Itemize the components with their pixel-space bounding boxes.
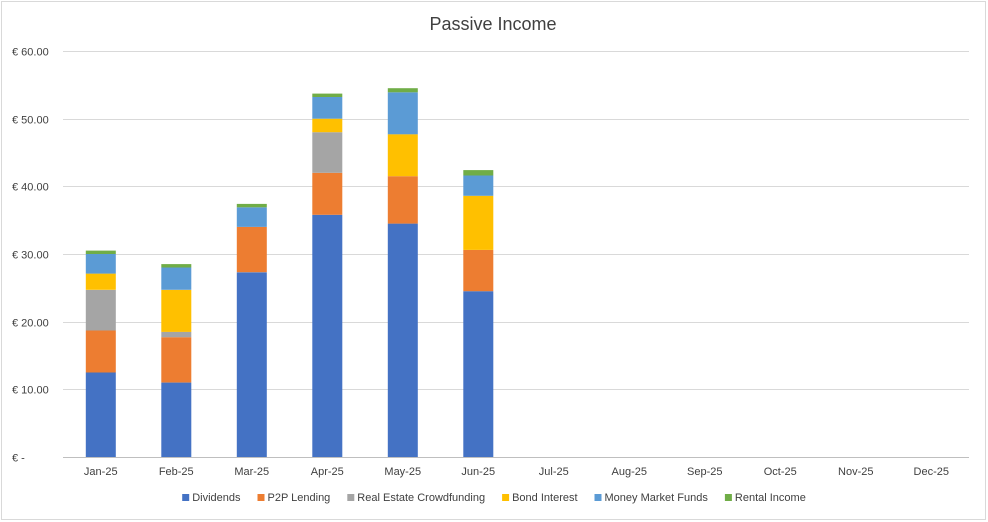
- legend: Dividends P2P Lending Real Estate Crowdfun…: [182, 492, 806, 504]
- bar-segment: [312, 172, 343, 215]
- bar-segment: [312, 93, 343, 97]
- legend-item: Rental Income: [724, 492, 806, 504]
- bar-segment: [161, 289, 192, 332]
- bar-segment: [387, 176, 418, 224]
- legend-swatch: [182, 494, 190, 501]
- bar-segment: [463, 291, 494, 457]
- legend-label: Real Estate Crowdfunding: [357, 492, 485, 504]
- bar-segment: [463, 249, 494, 292]
- bar-segment: [85, 250, 116, 254]
- legend-item: Money Market Funds: [594, 492, 709, 504]
- y-tick-label: € 60.00: [12, 47, 49, 59]
- legend-item: Real Estate Crowdfunding: [347, 492, 485, 504]
- bar-segment: [236, 272, 267, 457]
- chart-title: Passive Income: [429, 14, 556, 34]
- bar-segment: [387, 134, 418, 177]
- bar-segment: [312, 132, 343, 173]
- legend-label: Rental Income: [735, 492, 806, 504]
- legend-label: Bond Interest: [512, 492, 577, 504]
- bar-segment: [463, 170, 494, 176]
- x-tick-label: Jun-25: [461, 466, 495, 478]
- x-tick-label: May-25: [384, 466, 421, 478]
- y-tick-label: € 40.00: [12, 182, 49, 194]
- y-tick-label: € 10.00: [12, 385, 49, 397]
- bar-segment: [85, 273, 116, 290]
- y-tick-label: € 20.00: [12, 318, 49, 330]
- bar-segment: [387, 92, 418, 135]
- bar-segment: [85, 254, 116, 274]
- x-tick-label: Oct-25: [764, 466, 797, 478]
- bar-segment: [161, 382, 192, 457]
- bar-segment: [161, 331, 192, 338]
- x-axis-ticks: Jan-25 Feb-25 Mar-25 Apr-25 May-25 Jun-25 Jul-…: [84, 466, 949, 478]
- bar-segment: [236, 203, 267, 208]
- bar-segment: [387, 223, 418, 457]
- bar-segment: [85, 372, 116, 457]
- x-tick-label: Sep-25: [687, 466, 722, 478]
- legend-swatch: [347, 494, 355, 501]
- bar-segment: [161, 267, 192, 290]
- x-tick-label: Aug-25: [612, 466, 647, 478]
- bar-segment: [463, 195, 494, 250]
- x-tick-label: Feb-25: [159, 466, 194, 478]
- y-tick-label: € 50.00: [12, 115, 49, 127]
- bar-segment: [387, 88, 418, 93]
- bar-segment: [161, 337, 192, 383]
- bar-segment: [161, 264, 192, 268]
- bar-segment: [463, 175, 494, 196]
- bar-segment: [312, 214, 343, 457]
- x-tick-label: Apr-25: [311, 466, 344, 478]
- y-tick-label: € -: [12, 453, 25, 465]
- legend-label: Dividends: [192, 492, 241, 504]
- bar-segment: [312, 118, 343, 133]
- bars: [85, 88, 494, 457]
- x-tick-label: Mar-25: [234, 466, 269, 478]
- legend-item: Bond Interest: [502, 492, 578, 504]
- legend-label: P2P Lending: [268, 492, 331, 504]
- legend-item: P2P Lending: [257, 492, 331, 504]
- bar-segment: [312, 97, 343, 119]
- y-tick-label: € 30.00: [12, 250, 49, 262]
- x-tick-label: Jan-25: [84, 466, 118, 478]
- x-tick-label: Jul-25: [539, 466, 569, 478]
- legend-label: Money Market Funds: [605, 492, 709, 504]
- legend-swatch: [724, 494, 732, 501]
- gridlines: [63, 51, 969, 458]
- y-axis-ticks: € - € 10.00 € 20.00 € 30.00 € 40.00 € 50.00 € …: [12, 47, 49, 465]
- bar-segment: [236, 226, 267, 273]
- bar-segment: [236, 207, 267, 227]
- x-tick-label: Dec-25: [914, 466, 949, 478]
- legend-swatch: [594, 494, 602, 501]
- legend-item: Dividends: [182, 492, 241, 504]
- legend-swatch: [257, 494, 265, 501]
- bar-segment: [85, 330, 116, 373]
- bar-segment: [85, 289, 116, 331]
- legend-swatch: [502, 494, 510, 501]
- x-tick-label: Nov-25: [838, 466, 873, 478]
